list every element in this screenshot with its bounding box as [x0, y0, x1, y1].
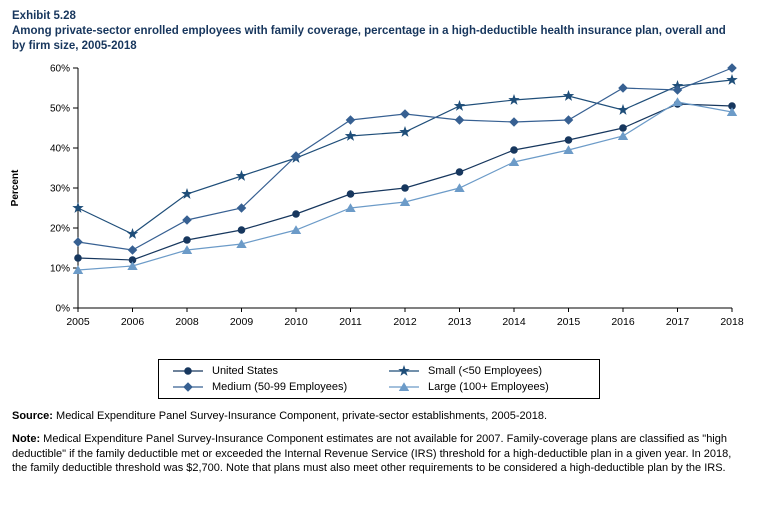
y-tick-label: 20%	[50, 223, 70, 234]
chart-title: Among private-sector enrolled employees …	[12, 25, 726, 52]
legend-item-label: Large (100+ Employees)	[428, 380, 549, 393]
united-states-marker-icon	[173, 367, 203, 375]
x-tick-label: 2006	[121, 316, 145, 328]
series-large-100-employees	[72, 97, 738, 274]
title-block: Exhibit 5.28 Among private-sector enroll…	[0, 0, 758, 54]
series-small-50-employees	[72, 73, 738, 239]
y-tick-label: 30%	[50, 183, 70, 194]
series-medium-50-99-employees	[73, 63, 737, 255]
legend-grid: United States Small (<50 Employees) Medi…	[171, 364, 587, 393]
large-firm-marker-icon	[389, 382, 419, 391]
legend-item-label: United States	[212, 364, 279, 377]
x-tick-label: 2013	[448, 316, 472, 328]
legend-item-label: Medium (50-99 Employees)	[212, 380, 348, 393]
legend-item-united-states: United States	[171, 365, 383, 377]
note-label: Note:	[12, 432, 41, 445]
x-tick-label: 2005	[66, 316, 90, 328]
legend-item-large: Large (100+ Employees)	[387, 381, 587, 393]
x-tick-label: 2010	[284, 316, 308, 328]
y-tick-label: 60%	[50, 63, 70, 74]
x-tick-label: 2016	[611, 316, 635, 328]
x-tick-label: 2011	[339, 316, 362, 328]
source-label: Source:	[12, 409, 53, 422]
series-united-states	[74, 100, 736, 264]
y-tick-label: 40%	[50, 143, 70, 154]
legend-item-label: Small (<50 Employees)	[428, 364, 543, 377]
x-tick-label: 2009	[230, 316, 254, 328]
line-chart-svg: 0% 10% 20% 30% 40% 50% 60% 2005 2006 2008 2009 2010…	[10, 63, 744, 328]
x-tick-label: 2014	[502, 316, 526, 328]
note-text: Medical Expenditure Panel Survey-Insuran…	[12, 432, 732, 475]
y-tick-label: 0%	[56, 303, 71, 314]
source-note: Source: Medical Expenditure Panel Survey…	[12, 409, 746, 424]
small-firm-marker-icon	[389, 364, 419, 376]
notes-block: Source: Medical Expenditure Panel Survey…	[0, 399, 758, 476]
chart-area: 0% 10% 20% 30% 40% 50% 60% 2005 2006 2008 2009 2010…	[0, 56, 758, 353]
legend-item-medium: Medium (50-99 Employees)	[171, 381, 383, 393]
methodology-note: Note: Medical Expenditure Panel Survey-I…	[12, 432, 746, 477]
exhibit-label: Exhibit 5.28	[12, 10, 76, 22]
x-tick-label: 2015	[557, 316, 581, 328]
medium-firm-marker-icon	[173, 382, 203, 392]
x-tick-label: 2017	[666, 316, 690, 328]
source-text: Medical Expenditure Panel Survey-Insuran…	[52, 409, 548, 422]
legend-item-small: Small (<50 Employees)	[387, 364, 587, 377]
y-tick-label: 10%	[50, 263, 70, 274]
x-tick-label: 2008	[175, 316, 199, 328]
x-tick-label: 2018	[720, 316, 744, 328]
y-axis-title: Percent	[10, 169, 21, 206]
x-tick-label: 2012	[393, 316, 417, 328]
y-tick-label: 50%	[50, 103, 70, 114]
legend: United States Small (<50 Employees) Medi…	[158, 358, 600, 399]
